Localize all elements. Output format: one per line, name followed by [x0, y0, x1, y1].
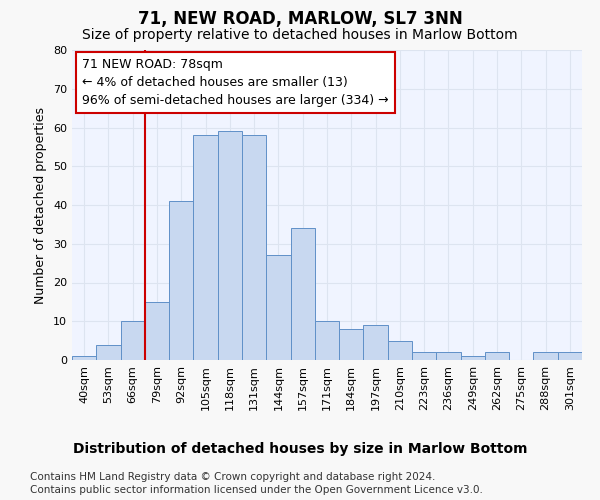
Bar	[169, 201, 193, 360]
Y-axis label: Number of detached properties: Number of detached properties	[34, 106, 47, 304]
Text: Contains HM Land Registry data © Crown copyright and database right 2024.: Contains HM Land Registry data © Crown c…	[30, 472, 436, 482]
Text: Distribution of detached houses by size in Marlow Bottom: Distribution of detached houses by size …	[73, 442, 527, 456]
Bar	[558, 352, 582, 360]
Text: 71 NEW ROAD: 78sqm
← 4% of detached houses are smaller (13)
96% of semi-detached: 71 NEW ROAD: 78sqm ← 4% of detached hous…	[82, 58, 389, 107]
Bar	[461, 356, 485, 360]
Bar	[121, 322, 145, 360]
Bar	[388, 340, 412, 360]
Bar	[485, 352, 509, 360]
Bar	[339, 329, 364, 360]
Bar	[266, 256, 290, 360]
Bar	[218, 132, 242, 360]
Bar	[315, 322, 339, 360]
Bar	[364, 325, 388, 360]
Text: 71, NEW ROAD, MARLOW, SL7 3NN: 71, NEW ROAD, MARLOW, SL7 3NN	[137, 10, 463, 28]
Bar	[242, 135, 266, 360]
Bar	[193, 135, 218, 360]
Bar	[290, 228, 315, 360]
Bar	[412, 352, 436, 360]
Bar	[96, 344, 121, 360]
Text: Contains public sector information licensed under the Open Government Licence v3: Contains public sector information licen…	[30, 485, 483, 495]
Text: Size of property relative to detached houses in Marlow Bottom: Size of property relative to detached ho…	[82, 28, 518, 42]
Bar	[533, 352, 558, 360]
Bar	[436, 352, 461, 360]
Bar	[72, 356, 96, 360]
Bar	[145, 302, 169, 360]
